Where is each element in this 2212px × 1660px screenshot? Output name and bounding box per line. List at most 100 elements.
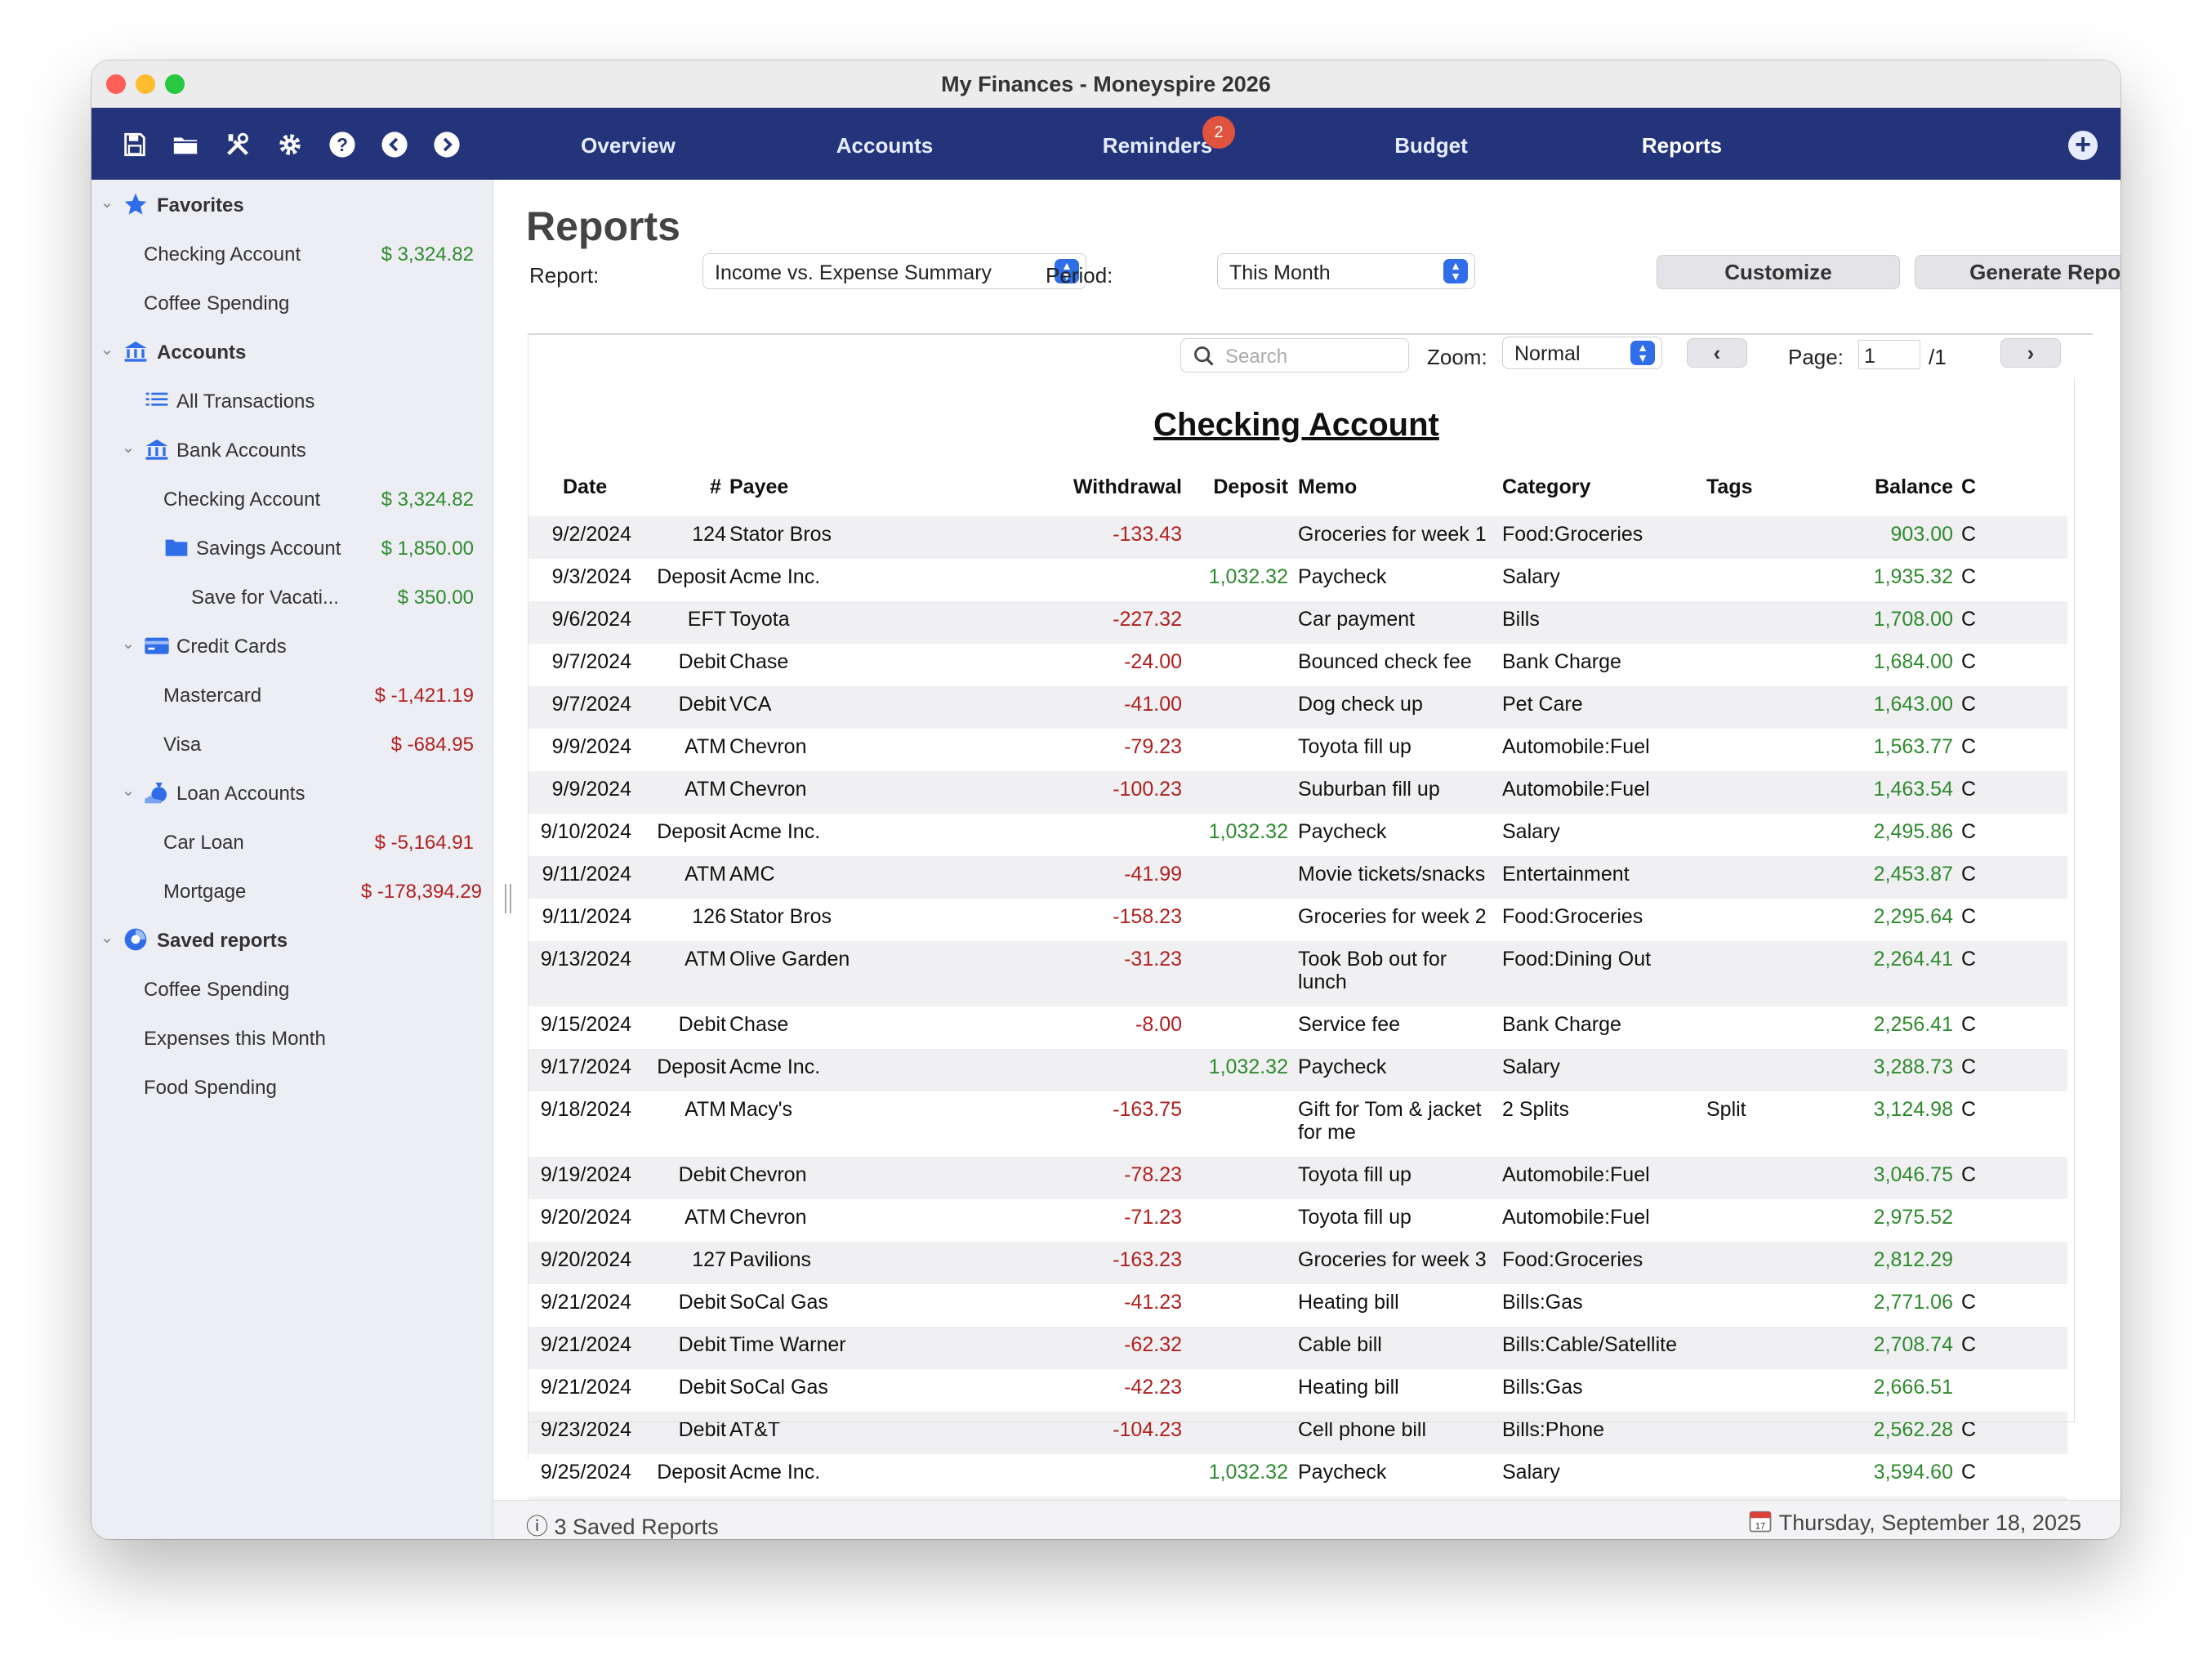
add-icon[interactable]: + (2068, 131, 2098, 160)
sidebar-item-saved-report[interactable]: Coffee Spending (144, 979, 290, 1001)
sidebar-group-saved-reports[interactable]: ⌄ Saved reports (91, 918, 493, 961)
sidebar-item-car-loan[interactable]: Car Loan $ -5,164.91 (163, 832, 474, 854)
sidebar-item-all-transactions[interactable]: All Transactions (91, 379, 493, 422)
report-title: Checking Account (1153, 407, 1439, 443)
scroll-track[interactable] (2074, 377, 2075, 1423)
chevron-down-icon[interactable]: ⌄ (121, 439, 136, 457)
table-row[interactable]: 9/9/2024 ATM Chevron -79.23 Toyota fill up Au… (528, 729, 2067, 771)
cell-payee: Chevron (729, 1163, 807, 1186)
back-icon[interactable] (381, 131, 408, 158)
cell-date: 9/10/2024 (540, 820, 631, 843)
cell-payee: Acme Inc. (729, 820, 821, 843)
sidebar-group-loan-accounts[interactable]: ⌄ Loan Accounts (91, 771, 493, 814)
table-row[interactable]: 9/21/2024 Debit Time Warner -62.32 Cable bil… (528, 1327, 2067, 1369)
chevron-down-icon[interactable]: ⌄ (121, 635, 136, 653)
tab-reports[interactable]: Reports (1641, 133, 1723, 158)
generate-report-button[interactable]: Generate Report (1915, 255, 2121, 289)
save-icon[interactable] (121, 131, 149, 158)
chevron-down-icon[interactable]: ⌄ (100, 341, 114, 359)
table-row[interactable]: 9/11/2024 126 Stator Bros -158.23 Groceries … (528, 899, 2067, 941)
sidebar-item-save-vacation[interactable]: Save for Vacati... $ 350.00 (191, 587, 474, 609)
page-number-input[interactable]: 1 (1858, 340, 1920, 369)
forward-icon[interactable] (433, 131, 461, 158)
gear-icon[interactable] (276, 131, 304, 158)
cell-clr: C (1961, 650, 1977, 673)
sidebar-item-favorite-checking[interactable]: Checking Account $ 3,324.82 (144, 243, 474, 266)
zoom-window-button[interactable] (165, 74, 185, 94)
tab-budget[interactable]: Budget (1394, 133, 1468, 158)
cell-memo: Dog check up (1298, 693, 1423, 716)
previous-page-button[interactable]: ‹ (1687, 338, 1747, 368)
sidebar-item-saved-report[interactable]: Expenses this Month (144, 1028, 326, 1050)
chevron-down-icon[interactable]: ⌄ (100, 929, 114, 947)
help-icon[interactable]: ? (328, 131, 356, 158)
title-bar: My Finances - Moneyspire 2026 (91, 60, 2121, 108)
cell-memo: Paycheck (1298, 1055, 1387, 1078)
tab-overview[interactable]: Overview (581, 133, 676, 158)
table-row[interactable]: 9/13/2024 ATM Olive Garden -31.23 Took Bob o… (528, 941, 2067, 1006)
column-header-withdrawal: Withdrawal (1073, 475, 1182, 498)
table-row[interactable]: 9/20/2024 ATM Chevron -71.23 Toyota fill up A… (528, 1199, 2067, 1242)
table-row[interactable]: 9/11/2024 ATM AMC -41.99 Movie tickets/snack… (528, 856, 2067, 899)
zoom-select[interactable]: Normal ▲ ▼ (1502, 337, 1662, 369)
tab-reminders[interactable]: Reminders (1102, 133, 1213, 158)
table-row[interactable]: 9/3/2024 Deposit Acme Inc. 1,032.32 Paycheck… (528, 559, 2067, 601)
cell-num: 124 (692, 523, 726, 546)
cell-num: ATM (685, 1206, 726, 1229)
cell-balance: 3,124.98 (1873, 1098, 1953, 1121)
sidebar-item-mortgage[interactable]: Mortgage $ -178,394.29 (163, 881, 482, 903)
table-row[interactable]: 9/2/2024 124 Stator Bros -133.43 Groceries f… (528, 516, 2067, 559)
cell-payee: Olive Garden (729, 948, 850, 971)
sidebar-item-visa[interactable]: Visa $ -684.95 (163, 734, 474, 756)
table-row[interactable]: 9/15/2024 Debit Chase -8.00 Service fee Bank … (528, 1006, 2067, 1049)
report-select[interactable]: Income vs. Expense Summary ▲ ▼ (702, 253, 1086, 289)
cell-memo: Car payment (1298, 608, 1416, 631)
table-row[interactable]: 9/21/2024 Debit SoCal Gas -42.23 Heating bil… (528, 1369, 2067, 1412)
table-row[interactable]: 9/17/2024 Deposit Acme Inc. 1,032.32 Paychec… (528, 1049, 2067, 1091)
minimize-window-button[interactable] (136, 74, 155, 94)
table-row[interactable]: 9/10/2024 Deposit Acme Inc. 1,032.32 Paychec… (528, 814, 2067, 856)
table-row[interactable]: 9/6/2024 EFT Toyota -227.32 Car payment Bills… (528, 601, 2067, 644)
table-row[interactable]: 9/21/2024 Debit SoCal Gas -41.23 Heating bil… (528, 1284, 2067, 1327)
sidebar-group-accounts[interactable]: ⌄ Accounts (91, 330, 493, 373)
customize-button[interactable]: Customize (1657, 255, 1900, 289)
sidebar-item-saved-report[interactable]: Food Spending (144, 1077, 277, 1099)
tools-icon[interactable] (224, 131, 252, 158)
search-input[interactable]: Search (1180, 338, 1409, 373)
sidebar-group-credit-cards[interactable]: ⌄ Credit Cards (91, 624, 493, 667)
sidebar-item-checking[interactable]: Checking Account $ 3,324.82 (163, 489, 474, 511)
table-row[interactable]: 9/25/2024 Deposit Acme Inc. 1,032.32 Paychec… (528, 1454, 2067, 1497)
close-window-button[interactable] (106, 74, 126, 94)
splitter-handle[interactable] (505, 884, 511, 913)
table-row[interactable]: 9/18/2024 ATM Macy's -163.75 Gift for Tom & … (528, 1091, 2067, 1157)
sidebar-item-savings[interactable]: Savings Account $ 1,850.00 (91, 526, 493, 569)
chevron-down-icon[interactable]: ⌄ (121, 782, 136, 800)
credit-card-icon (144, 632, 170, 658)
next-page-button[interactable]: › (2000, 338, 2061, 368)
chevron-down-icon[interactable]: ⌄ (100, 194, 114, 212)
table-row[interactable]: 9/19/2024 Debit Chevron -78.23 Toyota fill u… (528, 1157, 2067, 1199)
period-select[interactable]: This Month ▲ ▼ (1217, 253, 1475, 289)
stepper-icon: ▲ ▼ (1055, 259, 1079, 283)
table-row[interactable]: 9/7/2024 Debit VCA -41.00 Dog check up Pet Ca… (528, 686, 2067, 729)
folder-icon[interactable] (172, 131, 199, 158)
tab-accounts[interactable]: Accounts (836, 133, 934, 158)
table-row[interactable]: 9/9/2024 ATM Chevron -100.23 Suburban fill u… (528, 771, 2067, 814)
cell-memo: Took Bob out for lunch (1298, 948, 1447, 993)
cell-withdrawal: -158.23 (1113, 905, 1182, 928)
cell-clr: C (1961, 1461, 1977, 1484)
cell-category: Salary (1502, 565, 1560, 588)
sidebar-group-favorites[interactable]: ⌄ Favorites (91, 183, 493, 225)
divider (528, 1421, 2074, 1422)
cell-clr: C (1961, 1418, 1977, 1441)
cell-date: 9/20/2024 (540, 1248, 631, 1271)
table-row[interactable]: 9/7/2024 Debit Chase -24.00 Bounced check fe… (528, 644, 2067, 686)
sidebar-group-bank-accounts[interactable]: ⌄ Bank Accounts (91, 428, 493, 471)
table-row[interactable]: 9/23/2024 Debit AT&T -104.23 Cell phone bill… (528, 1412, 2067, 1454)
table-row[interactable]: 9/20/2024 127 Pavilions -163.23 Groceries fo… (528, 1242, 2067, 1284)
cell-balance: 1,684.00 (1873, 650, 1953, 673)
sidebar-item-mastercard[interactable]: Mastercard $ -1,421.19 (163, 685, 474, 707)
sidebar-item-favorite-coffee[interactable]: Coffee Spending (144, 292, 290, 315)
cell-num: Debit (678, 1291, 726, 1314)
cell-num: Debit (678, 1333, 726, 1356)
